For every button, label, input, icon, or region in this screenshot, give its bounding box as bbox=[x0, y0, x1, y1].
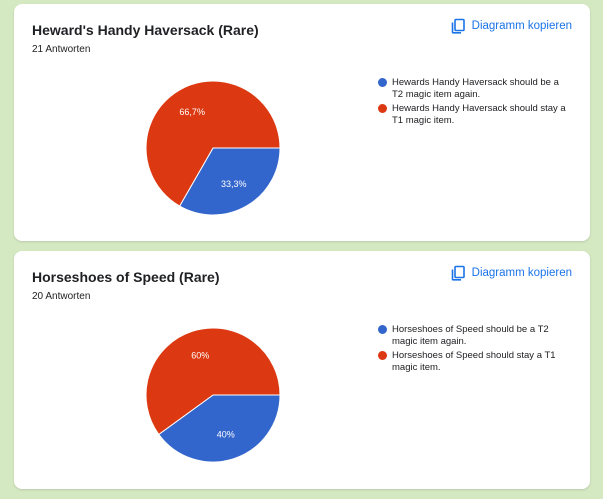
legend-item-t2: Hewards Handy Haversack should be a T2 m… bbox=[378, 77, 568, 101]
legend-label: Hewards Handy Haversack should stay a T1… bbox=[392, 103, 566, 126]
chart-title: Horseshoes of Speed (Rare) bbox=[32, 269, 220, 285]
pie-label-t1: 66,7% bbox=[179, 107, 205, 117]
legend-swatch bbox=[378, 351, 387, 360]
chart-card: Horseshoes of Speed (Rare) 20 Antworten … bbox=[14, 251, 590, 489]
response-count: 21 Antworten bbox=[32, 44, 91, 55]
legend-swatch bbox=[378, 325, 387, 334]
pie-label-t2: 33,3% bbox=[221, 179, 247, 189]
pie-label-t2: 40% bbox=[217, 430, 235, 440]
chart-legend: Hewards Handy Haversack should be a T2 m… bbox=[378, 77, 568, 129]
legend-item-t1: Hewards Handy Haversack should stay a T1… bbox=[378, 103, 568, 127]
chart-card: Heward's Handy Haversack (Rare) 21 Antwo… bbox=[14, 4, 590, 241]
legend-swatch bbox=[378, 104, 387, 113]
response-count: 20 Antworten bbox=[32, 291, 91, 302]
pie-slice-t1 bbox=[145, 327, 281, 436]
legend-label: Horseshoes of Speed should stay a T1 mag… bbox=[392, 350, 556, 373]
pie-label-t1: 60% bbox=[191, 351, 209, 361]
copy-icon bbox=[450, 265, 466, 281]
copy-icon bbox=[450, 18, 466, 34]
legend-label: Horseshoes of Speed should be a T2 magic… bbox=[392, 324, 549, 347]
legend-label: Hewards Handy Haversack should be a T2 m… bbox=[392, 77, 559, 100]
copy-chart-label: Diagramm kopieren bbox=[471, 267, 572, 279]
pie-slice-t1 bbox=[145, 80, 281, 207]
copy-chart-button[interactable]: Diagramm kopieren bbox=[450, 265, 572, 281]
copy-chart-label: Diagramm kopieren bbox=[471, 20, 572, 32]
pie-chart: 33,3% 66,7% bbox=[145, 80, 281, 216]
chart-legend: Horseshoes of Speed should be a T2 magic… bbox=[378, 324, 568, 376]
pie-slice-t2 bbox=[158, 394, 281, 463]
pie-chart: 40% 60% bbox=[145, 327, 281, 463]
legend-item-t2: Horseshoes of Speed should be a T2 magic… bbox=[378, 324, 568, 348]
pie-slice-t2 bbox=[178, 147, 281, 216]
legend-item-t1: Horseshoes of Speed should stay a T1 mag… bbox=[378, 350, 568, 374]
copy-chart-button[interactable]: Diagramm kopieren bbox=[450, 18, 572, 34]
chart-title: Heward's Handy Haversack (Rare) bbox=[32, 22, 259, 38]
legend-swatch bbox=[378, 78, 387, 87]
